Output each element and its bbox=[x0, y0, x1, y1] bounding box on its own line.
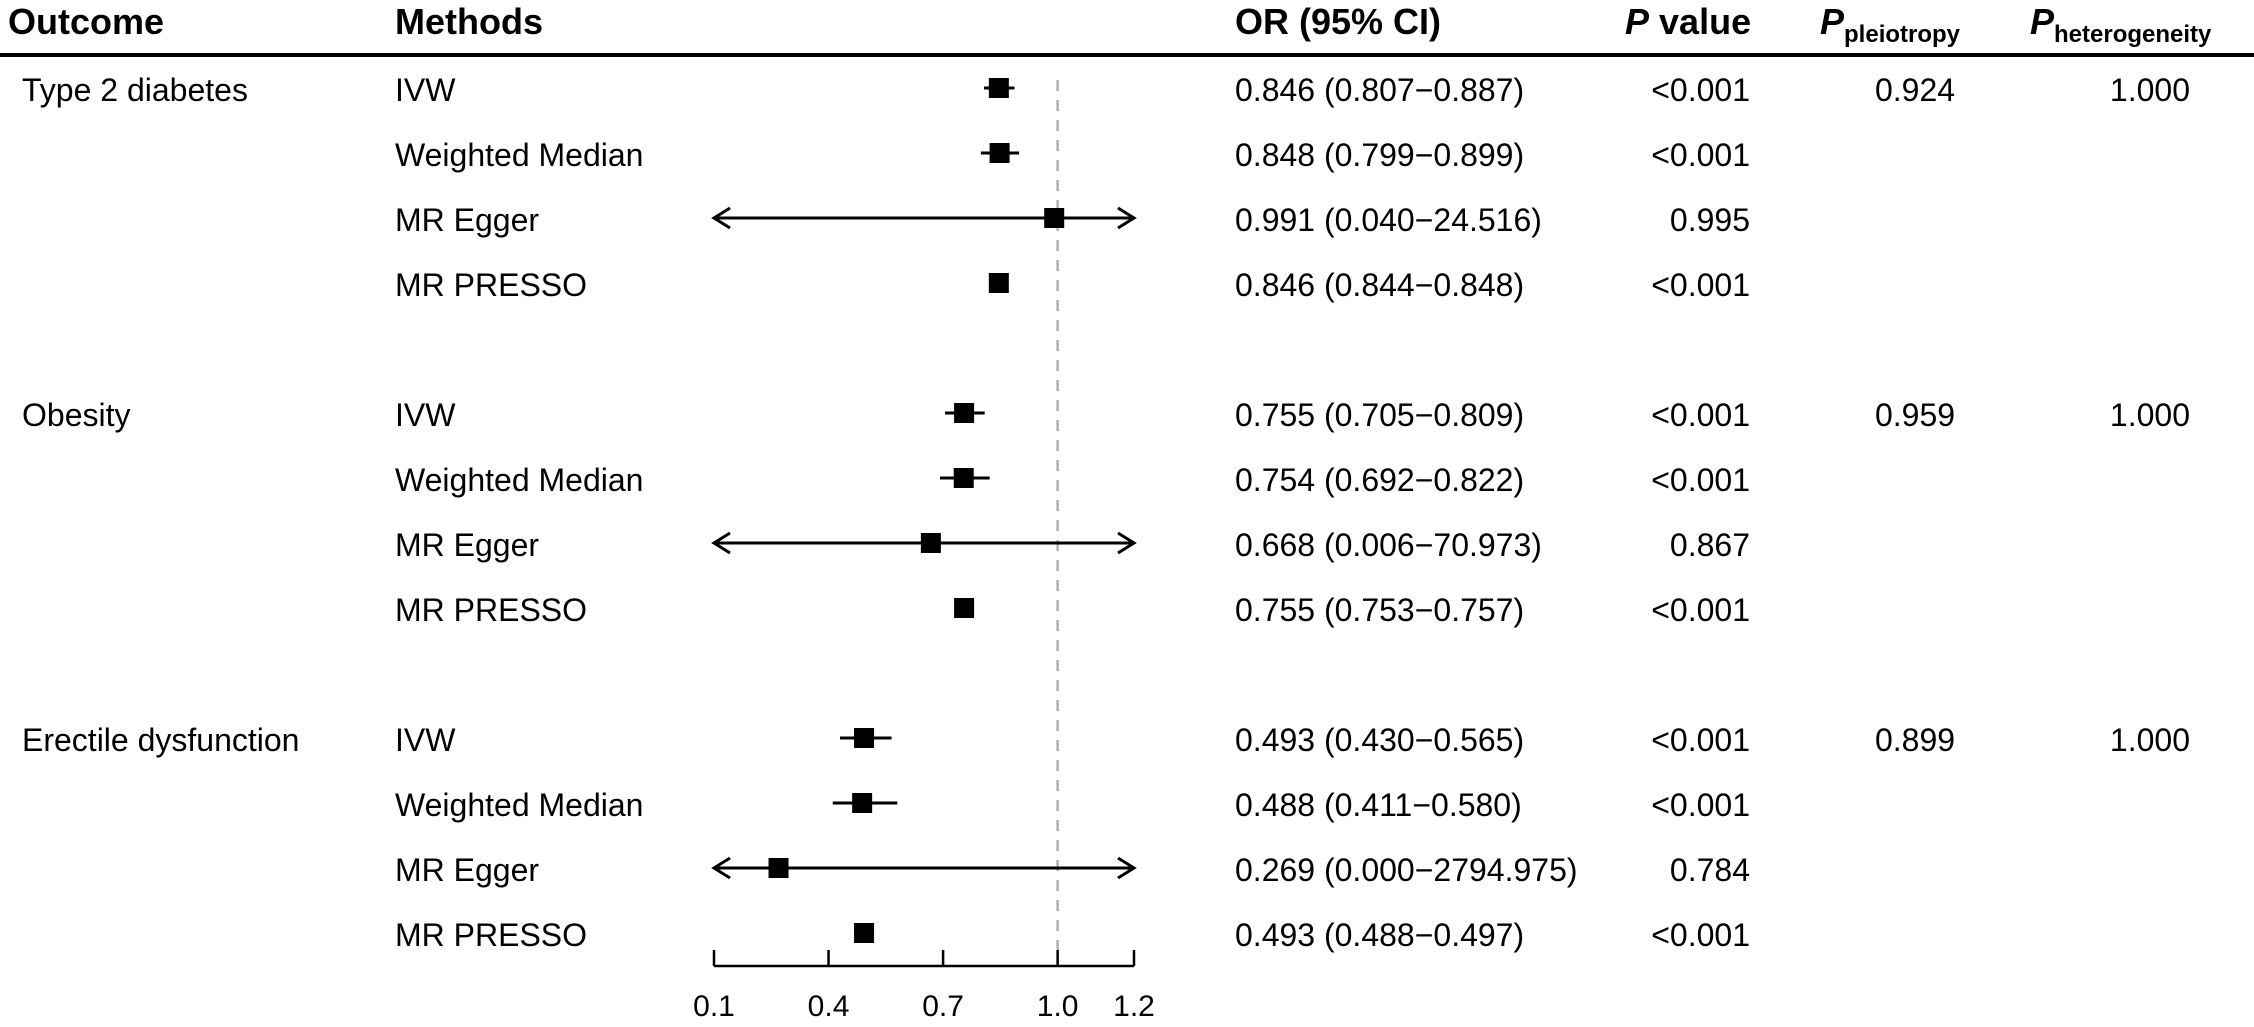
ci-arrow-right bbox=[1117, 206, 1137, 230]
or-ci-text: 0.668 (0.006−70.973) bbox=[1235, 527, 1542, 563]
x-tick-label: 0.1 bbox=[693, 990, 735, 1023]
header-outcome: Outcome bbox=[8, 1, 165, 42]
header-p-pleiotropy-sub: pleiotropy bbox=[1844, 21, 1961, 48]
x-tick-label: 1.2 bbox=[1113, 990, 1155, 1023]
method-label: IVW bbox=[395, 72, 456, 108]
p-value: <0.001 bbox=[1651, 917, 1750, 953]
x-tick-label: 1.0 bbox=[1037, 990, 1079, 1023]
x-tick-label: 0.7 bbox=[922, 990, 964, 1023]
header-p-value-word: value bbox=[1659, 1, 1752, 42]
outcome-label: Obesity bbox=[22, 397, 131, 433]
ci-arrow-right bbox=[1117, 856, 1137, 880]
ci-arrow-left bbox=[711, 206, 731, 230]
p-pleiotropy-value: 0.959 bbox=[1874, 397, 1956, 433]
p-value: <0.001 bbox=[1651, 462, 1750, 498]
header-methods: Methods bbox=[395, 1, 543, 42]
p-value: <0.001 bbox=[1651, 137, 1750, 173]
p-pleiotropy-value: 0.924 bbox=[1874, 72, 1956, 108]
p-value: <0.001 bbox=[1651, 787, 1750, 823]
or-ci-text: 0.488 (0.411−0.580) bbox=[1235, 787, 1522, 823]
or-ci-text: 0.848 (0.799−0.899) bbox=[1235, 137, 1525, 173]
header-p-pleiotropy: Ppleiotropy bbox=[1820, 1, 1960, 47]
p-heterogeneity-value: 1.000 bbox=[2109, 397, 2190, 433]
x-tick-label: 0.4 bbox=[808, 990, 850, 1023]
estimate-point bbox=[854, 923, 875, 943]
estimate-point bbox=[989, 143, 1010, 163]
or-ci-text: 0.493 (0.488−0.497) bbox=[1235, 917, 1525, 953]
method-label: Weighted Median bbox=[395, 137, 644, 173]
estimate-point bbox=[852, 793, 873, 813]
outcome-label: Erectile dysfunction bbox=[22, 722, 300, 758]
method-label: Weighted Median bbox=[395, 787, 644, 823]
p-value: <0.001 bbox=[1651, 397, 1750, 433]
method-label: MR PRESSO bbox=[395, 592, 588, 628]
method-label: MR PRESSO bbox=[395, 917, 588, 953]
p-pleiotropy-value: 0.899 bbox=[1874, 722, 1956, 758]
p-value: <0.001 bbox=[1651, 72, 1750, 108]
method-label: Weighted Median bbox=[395, 462, 644, 498]
method-label: MR Egger bbox=[395, 527, 540, 563]
ci-arrow-right bbox=[1117, 531, 1137, 555]
header-p-heterogeneity-sub: heterogeneity bbox=[2054, 21, 2212, 48]
p-value: <0.001 bbox=[1651, 592, 1750, 628]
p-heterogeneity-value: 1.000 bbox=[2109, 72, 2190, 108]
ci-arrow-left bbox=[711, 531, 731, 555]
method-label: IVW bbox=[395, 397, 456, 433]
or-ci-text: 0.755 (0.705−0.809) bbox=[1235, 397, 1525, 433]
estimate-point bbox=[954, 403, 975, 423]
estimate-point bbox=[988, 273, 1009, 293]
p-value: <0.001 bbox=[1651, 722, 1750, 758]
p-value: 0.995 bbox=[1669, 202, 1750, 238]
or-ci-text: 0.755 (0.753−0.757) bbox=[1235, 592, 1525, 628]
method-label: MR Egger bbox=[395, 852, 540, 888]
ci-arrow-left bbox=[711, 856, 731, 880]
p-value: 0.784 bbox=[1669, 852, 1750, 888]
header-or-ci: OR (95% CI) bbox=[1235, 1, 1442, 42]
p-value: <0.001 bbox=[1651, 267, 1750, 303]
method-label: MR Egger bbox=[395, 202, 540, 238]
method-label: IVW bbox=[395, 722, 456, 758]
estimate-point bbox=[854, 728, 875, 748]
header-p-pleiotropy-letter: P bbox=[1820, 1, 1845, 42]
or-ci-text: 0.754 (0.692−0.822) bbox=[1235, 462, 1525, 498]
estimate-point bbox=[1044, 208, 1065, 228]
or-ci-text: 0.493 (0.430−0.565) bbox=[1235, 722, 1525, 758]
estimate-point bbox=[988, 78, 1009, 98]
method-label: MR PRESSO bbox=[395, 267, 588, 303]
or-ci-text: 0.846 (0.807−0.887) bbox=[1235, 72, 1525, 108]
header-p-heterogeneity: Pheterogeneity bbox=[2030, 1, 2211, 47]
estimate-point bbox=[920, 533, 941, 553]
outcome-label: Type 2 diabetes bbox=[22, 72, 248, 108]
estimate-point bbox=[768, 858, 789, 878]
header-p-value: P value bbox=[1625, 4, 1751, 40]
header-rule bbox=[0, 53, 2254, 57]
or-ci-text: 0.269 (0.000−2794.975) bbox=[1235, 852, 1578, 888]
p-heterogeneity-value: 1.000 bbox=[2109, 722, 2190, 758]
or-ci-text: 0.846 (0.844−0.848) bbox=[1235, 267, 1525, 303]
estimate-point bbox=[953, 468, 974, 488]
p-value: 0.867 bbox=[1669, 527, 1750, 563]
estimate-point bbox=[954, 598, 975, 618]
or-ci-text: 0.991 (0.040−24.516) bbox=[1235, 202, 1542, 238]
header-p-heterogeneity-letter: P bbox=[2030, 1, 2055, 42]
header-p-value-letter: P bbox=[1625, 1, 1650, 42]
